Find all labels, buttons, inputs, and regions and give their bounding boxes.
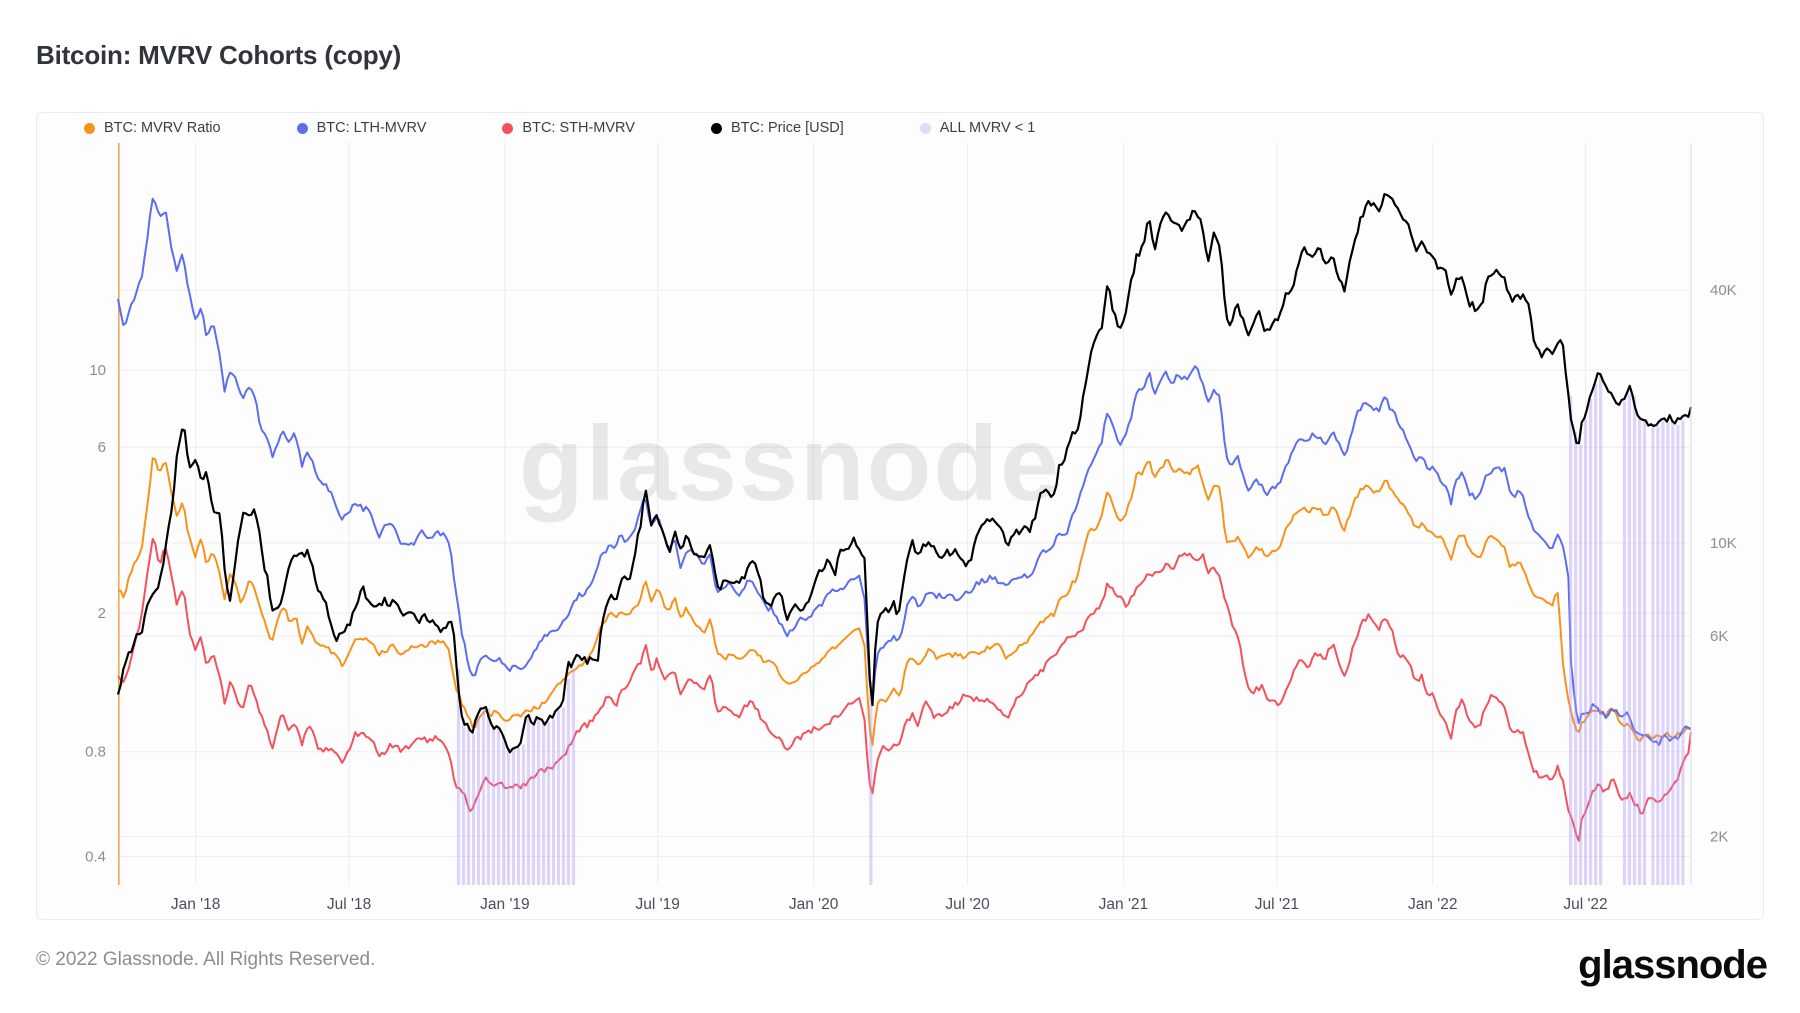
band-stripe — [531, 723, 536, 885]
left-axis-tick: 6 — [98, 439, 106, 456]
left-axis-tick: 10 — [89, 362, 106, 379]
band-stripe — [526, 718, 531, 885]
right-axis-tick: 40K — [1710, 282, 1737, 299]
band-stripe — [456, 669, 461, 885]
band-stripe — [496, 727, 501, 885]
band-stripe — [1676, 424, 1680, 885]
band-stripe — [1579, 444, 1583, 885]
chart-card — [36, 112, 1764, 920]
band-stripe — [1651, 425, 1655, 885]
glassnode-logo: glassnode — [1578, 943, 1768, 987]
x-axis-tick: Jul '18 — [327, 896, 371, 913]
band-stripe — [1589, 399, 1593, 885]
band-stripe — [1671, 422, 1675, 885]
legend-item-5[interactable]: ALL MVRV < 1 — [919, 120, 1036, 136]
x-axis-tick: Jan '22 — [1408, 896, 1458, 913]
legend-label: BTC: STH-MVRV — [522, 120, 635, 136]
band-stripe — [1627, 394, 1632, 885]
band-stripe — [1574, 431, 1578, 885]
mvrv-below-1-bands — [456, 374, 1685, 885]
band-stripe — [1599, 374, 1603, 885]
legend-label: BTC: MVRV Ratio — [104, 120, 221, 136]
x-axis-tick: Jul '19 — [636, 896, 680, 913]
band-stripe — [1622, 401, 1627, 885]
legend-item-2[interactable]: BTC: LTH-MVRV — [296, 120, 427, 136]
legend-dot-icon — [84, 122, 95, 134]
band-stripe — [869, 680, 873, 885]
glassnode-watermark: glassnode — [519, 405, 1061, 523]
band-stripe — [1594, 384, 1598, 885]
copyright-text: © 2022 Glassnode. All Rights Reserved. — [36, 949, 376, 970]
x-axis-tick: Jan '21 — [1099, 896, 1149, 913]
legend-dot-icon — [296, 122, 308, 134]
band-stripe — [501, 734, 506, 885]
band-stripe — [471, 734, 476, 885]
gridlines — [118, 143, 1691, 885]
series-lines — [117, 197, 1692, 842]
band-stripe — [551, 719, 556, 885]
x-axis-tick: Jul '20 — [945, 896, 990, 913]
series-line-2 — [117, 197, 1692, 747]
band-stripe — [561, 707, 566, 885]
chart-legend: BTC: MVRV Ratio BTC: LTH-MVRV BTC: STH-MVR… — [84, 120, 1035, 136]
band-stripe — [486, 708, 491, 885]
band-stripe — [1666, 423, 1670, 885]
band-stripe — [571, 668, 576, 885]
band-stripe — [1637, 417, 1642, 885]
band-stripe — [516, 748, 521, 885]
x-axis-tick: Jan '18 — [171, 896, 221, 913]
band-stripe — [506, 748, 511, 885]
axis-labels: 10 6 2 0.8 0.4 40K 10K 6K 2K Jan '18 Jul '18 Jan '1… — [85, 282, 1737, 913]
band-stripe — [536, 718, 541, 885]
band-stripe — [491, 725, 496, 885]
legend-dot-icon — [502, 122, 514, 134]
right-axis-tick: 6K — [1710, 628, 1728, 645]
band-stripe — [511, 750, 516, 885]
band-stripe — [1632, 395, 1637, 885]
legend-label: BTC: LTH-MVRV — [316, 120, 427, 136]
page-title: Bitcoin: MVRV Cohorts (copy) — [36, 40, 402, 70]
band-stripe — [1569, 396, 1573, 885]
legend-item-1[interactable]: BTC: MVRV Ratio — [84, 120, 221, 136]
band-stripe — [1661, 420, 1665, 885]
legend-dot-icon — [710, 122, 722, 134]
left-axis-tick: 0.8 — [85, 744, 106, 761]
legend-dot-icon — [919, 122, 931, 134]
band-stripe — [1642, 421, 1647, 885]
band-stripe — [461, 717, 466, 885]
x-axis-tick: Jan '19 — [480, 896, 530, 913]
band-stripe — [1681, 420, 1685, 885]
band-stripe — [476, 715, 481, 885]
band-stripe — [566, 679, 571, 885]
band-stripe — [481, 710, 486, 885]
x-axis-tick: Jul '21 — [1255, 896, 1299, 913]
series-line-price — [116, 193, 1693, 754]
band-stripe — [1584, 419, 1588, 885]
legend-label: BTC: Price [USD] — [730, 120, 844, 136]
x-axis-tick: Jan '20 — [789, 896, 839, 913]
band-stripe — [541, 721, 546, 885]
right-axis-tick: 2K — [1710, 828, 1728, 845]
plot-area[interactable] — [118, 143, 1691, 885]
series-line-1 — [117, 457, 1692, 746]
band-stripe — [556, 710, 561, 885]
series-line-3 — [117, 537, 1692, 842]
right-axis-tick: 10K — [1710, 535, 1737, 552]
band-stripe — [466, 725, 471, 885]
band-stripe — [546, 722, 551, 885]
left-axis-tick: 2 — [98, 605, 106, 622]
left-axis-tick: 0.4 — [85, 849, 106, 866]
legend-item-3[interactable]: BTC: STH-MVRV — [502, 120, 635, 136]
legend-item-4[interactable]: BTC: Price [USD] — [710, 120, 844, 136]
band-stripe — [521, 744, 526, 885]
x-axis-tick: Jul '22 — [1563, 896, 1607, 913]
legend-label: ALL MVRV < 1 — [939, 120, 1036, 136]
band-stripe — [1656, 426, 1660, 885]
